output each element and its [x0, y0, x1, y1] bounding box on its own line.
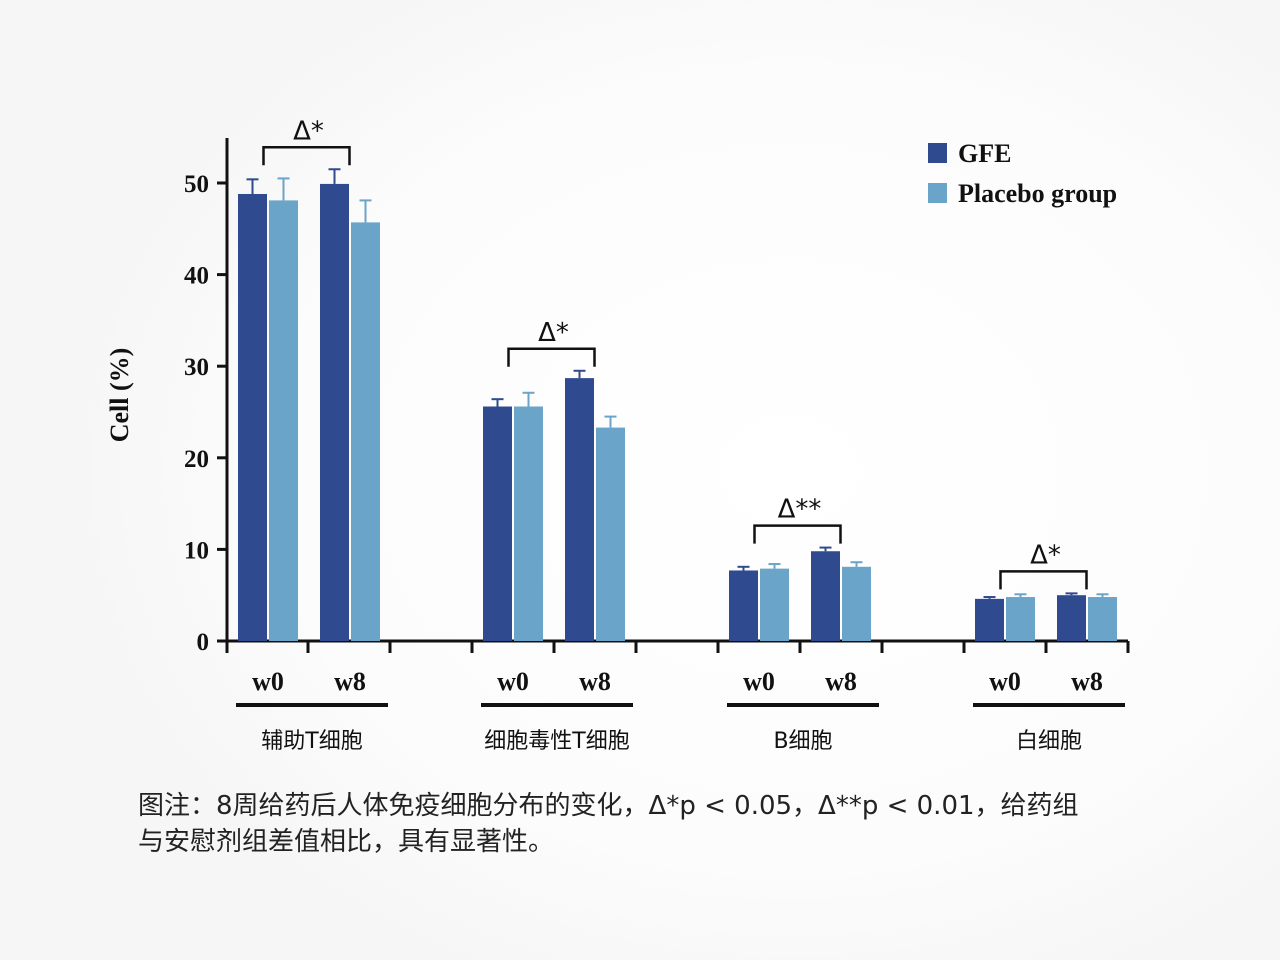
bar — [729, 570, 758, 641]
time-label: w0 — [743, 667, 775, 696]
bar — [842, 566, 871, 641]
time-label: w8 — [1071, 667, 1103, 696]
caption-line-1: 图注：8周给药后人体免疫细胞分布的变化，Δ*p < 0.05，Δ**p < 0.… — [138, 791, 1079, 821]
x-axis-labels: w0 w8 辅助T细胞 w0 w8 细胞毒性T细胞 w0 w8 B细胞 w0 w8 白细胞 — [236, 667, 1125, 754]
group-label: B细胞 — [773, 729, 832, 754]
y-tick-label: 10 — [184, 537, 209, 564]
time-label: w0 — [989, 667, 1021, 696]
legend-swatch — [928, 143, 947, 163]
bar — [1088, 597, 1117, 641]
time-label: w0 — [252, 667, 284, 696]
legend-swatch — [928, 183, 947, 203]
bar — [1057, 595, 1086, 641]
bar — [975, 598, 1004, 641]
legend-label: Placebo group — [958, 179, 1117, 208]
significance-label: Δ* — [293, 116, 324, 146]
group-label: 细胞毒性T细胞 — [484, 729, 629, 754]
significance-label: Δ** — [778, 495, 822, 525]
bar — [811, 551, 840, 641]
bar — [351, 222, 380, 641]
y-tick-label: 20 — [184, 446, 209, 473]
figure-caption: 图注：8周给药后人体免疫细胞分布的变化，Δ*p < 0.05，Δ**p < 0.… — [138, 788, 1198, 860]
significance-label: Δ* — [538, 318, 569, 348]
significance-bracket — [999, 570, 1088, 590]
significance-label: Δ* — [1030, 540, 1061, 570]
y-tick-label: 50 — [184, 171, 209, 198]
y-tick-label: 0 — [197, 629, 210, 656]
bar — [514, 406, 543, 641]
bar — [1006, 597, 1035, 641]
bar — [596, 427, 625, 641]
bar — [238, 193, 267, 641]
time-label: w8 — [579, 667, 611, 696]
group-label: 辅助T细胞 — [261, 729, 362, 754]
legend-label: GFE — [958, 139, 1011, 168]
bar — [269, 200, 298, 642]
time-label: w0 — [497, 667, 529, 696]
error-bars — [246, 168, 1109, 599]
y-tick-label: 40 — [184, 263, 209, 290]
significance-annotations: Δ* Δ* Δ** Δ* — [262, 116, 1088, 590]
bar — [760, 568, 789, 641]
time-label: w8 — [334, 667, 366, 696]
time-label: w8 — [825, 667, 857, 696]
y-axis-title: Cell (%) — [105, 348, 134, 443]
significance-bracket — [753, 524, 842, 544]
group-label: 白细胞 — [1016, 729, 1082, 754]
y-tick-label: 30 — [184, 354, 209, 381]
significance-bracket — [262, 146, 351, 166]
bar — [483, 406, 512, 641]
caption-line-2: 与安慰剂组差值相比，具有显著性。 — [138, 827, 555, 857]
legend: GFE Placebo group — [928, 139, 1117, 208]
bars — [238, 183, 1117, 642]
significance-bracket — [507, 347, 596, 367]
bar — [565, 378, 594, 641]
bar — [320, 183, 349, 641]
